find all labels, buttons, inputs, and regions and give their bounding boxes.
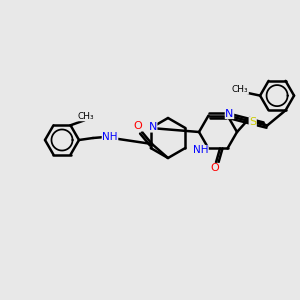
Text: O: O — [211, 164, 219, 173]
Text: S: S — [249, 117, 256, 127]
Text: NH: NH — [193, 146, 208, 155]
Text: O: O — [134, 121, 142, 131]
Text: CH₃: CH₃ — [77, 112, 94, 121]
Text: NH: NH — [102, 132, 118, 142]
Text: N: N — [225, 109, 234, 118]
Text: CH₃: CH₃ — [232, 85, 248, 94]
Text: N: N — [148, 122, 157, 132]
